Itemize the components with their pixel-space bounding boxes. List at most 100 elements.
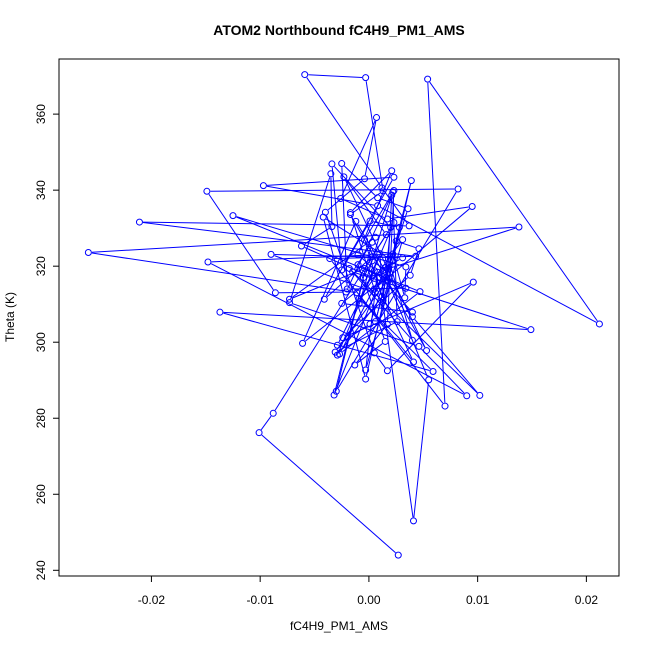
data-point [371,289,379,297]
data-point [515,223,523,231]
series-segment [399,241,416,249]
data-point [384,255,392,263]
data-point [383,320,391,328]
data-point [383,367,391,375]
data-point [454,185,462,193]
data-point [216,308,224,316]
data-point [390,218,398,226]
data-point [429,367,437,375]
series-segment [304,247,372,278]
series-segment [223,312,430,371]
data-point [204,258,212,266]
data-point [469,278,477,286]
data-point [404,205,412,213]
x-tick-label: 0.02 [575,593,599,607]
data-point [361,264,369,272]
series-segment [331,261,412,360]
series-segment [353,192,381,213]
data-point [255,429,263,437]
series-segment [210,188,455,192]
y-tick-label: 300 [34,332,48,352]
data-point [379,266,387,274]
series-segment [350,287,403,290]
data-point [389,188,397,196]
series-segment [364,120,377,176]
data-point [388,167,396,175]
series-segment [325,180,393,297]
series-segment [345,283,471,337]
series-segment [210,263,464,395]
y-axis: 240 260 280 300 320 340 360 [34,104,59,580]
series-segment [343,165,376,196]
series-segment [387,280,428,377]
data-point [415,342,423,350]
data-point [338,160,346,168]
data-point [407,177,415,185]
data-point [408,308,416,316]
series-segment [358,267,385,339]
data-point [424,75,432,83]
data-point [267,250,275,258]
data-point [399,236,407,244]
data-point [383,215,391,223]
data-point [370,349,378,357]
series-segment [330,177,333,224]
series-segment [381,300,414,518]
data-point [383,276,391,284]
series-segment [414,319,478,394]
data-point [271,289,279,297]
data-point [402,263,410,271]
x-axis-label: fC4H9_PM1_AMS [290,619,388,633]
data-point [381,337,389,345]
data-point [203,187,211,195]
series-segment [386,227,516,270]
series-segment [260,415,272,431]
data-point [259,182,267,190]
data-point [425,376,433,384]
data-point [337,195,345,203]
data-point [332,387,340,395]
y-tick-label: 360 [34,104,48,124]
data-point [527,326,535,334]
series-segment [360,256,379,301]
data-point [342,288,350,296]
data-point [392,237,400,245]
series-segment [376,355,386,369]
series-segment [387,198,393,277]
data-point [378,293,386,301]
data-point [379,187,387,195]
data-point [330,391,338,399]
data-point [394,551,402,559]
y-axis-label: Theta (K) [3,292,17,342]
data-point [370,285,378,293]
data-point [376,273,384,281]
series-segment [143,221,406,227]
y-tick-label: 240 [34,560,48,580]
series-points [84,71,603,559]
data-point [361,236,369,244]
data-point [408,336,416,344]
plot-frame [58,58,620,577]
data-point [368,238,376,246]
series-segment [292,238,373,298]
series-segment [351,270,411,338]
series-segment [413,383,429,518]
data-point [326,255,334,263]
data-point [409,358,417,366]
data-point [368,257,376,265]
data-point [412,252,420,260]
data-point [389,250,397,258]
data-point [362,366,370,374]
data-point [340,173,348,181]
data-point [468,202,476,210]
series-segment [223,311,528,330]
data-point [382,231,390,239]
data-point [378,184,386,192]
x-tick-label: 0.00 [357,593,381,607]
data-point [390,173,398,181]
series-segment [410,251,419,273]
series-segment [326,218,391,260]
data-point [338,266,346,274]
series-segment [365,81,383,188]
data-point [362,74,370,82]
